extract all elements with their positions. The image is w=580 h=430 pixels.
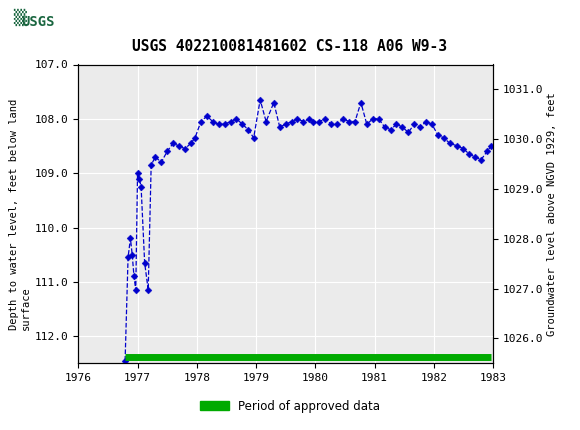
Bar [5, 3, 71, 42]
Y-axis label: Groundwater level above NGVD 1929, feet: Groundwater level above NGVD 1929, feet [548, 92, 557, 336]
Text: USGS 402210081481602 CS-118 A06 W9-3: USGS 402210081481602 CS-118 A06 W9-3 [132, 39, 448, 54]
Legend: Period of approved data: Period of approved data [195, 395, 385, 418]
Text: USGS: USGS [21, 15, 55, 29]
Text: ▒: ▒ [13, 8, 26, 26]
Y-axis label: Depth to water level, feet below land
surface: Depth to water level, feet below land su… [9, 98, 31, 329]
